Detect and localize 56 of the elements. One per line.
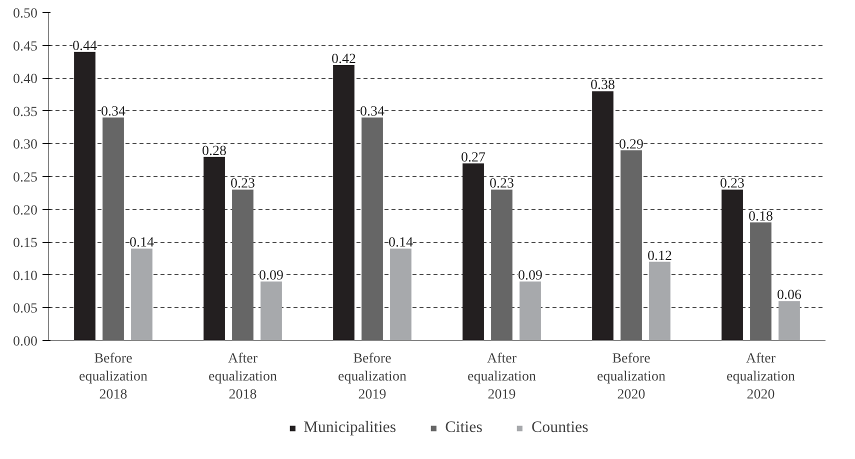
bar <box>722 190 743 340</box>
data-label: 0.34 <box>101 104 126 120</box>
y-tick-label: 0.35 <box>13 104 38 120</box>
bar <box>620 150 642 340</box>
legend-label: Cities <box>445 418 482 436</box>
bar <box>333 64 354 340</box>
data-label: 0.27 <box>461 150 486 166</box>
data-label: 0.28 <box>202 144 227 159</box>
data-label: 0.38 <box>590 78 616 94</box>
bar <box>204 156 225 340</box>
x-tick-label: Before equalization 2019 <box>338 352 406 402</box>
bar <box>131 248 152 340</box>
bar <box>232 190 254 340</box>
x-tick-label: Before equalization 2020 <box>597 352 666 402</box>
x-tick-label: After equalization 2019 <box>468 352 536 402</box>
x-tick-label: After equalization 2018 <box>208 352 277 402</box>
data-label: 0.23 <box>490 176 514 192</box>
y-tick-label: 0.10 <box>13 268 38 284</box>
bar <box>74 52 96 340</box>
data-label: 0.23 <box>720 176 745 192</box>
x-tick-label: Before equalization 2018 <box>79 352 148 402</box>
data-label: 0.12 <box>647 248 672 264</box>
bar <box>491 190 512 340</box>
bar <box>260 281 282 340</box>
y-tick-label: 0.05 <box>13 302 38 317</box>
y-tick-label: 0.20 <box>13 203 38 218</box>
legend-label: Counties <box>531 418 588 436</box>
bar <box>362 117 383 340</box>
data-label: 0.44 <box>72 38 98 54</box>
data-label: 0.42 <box>332 52 356 67</box>
bar <box>102 117 124 340</box>
data-label: 0.14 <box>129 236 154 251</box>
y-tick-label: 0.15 <box>13 236 38 252</box>
bar <box>592 91 614 340</box>
y-tick-label: 0.25 <box>13 170 38 186</box>
bar <box>390 248 412 340</box>
x-tick-label: After equalization 2020 <box>726 352 795 402</box>
bar <box>778 301 800 340</box>
bar <box>649 262 670 340</box>
data-label: 0.09 <box>518 268 542 284</box>
y-tick-label: 0.30 <box>13 138 38 153</box>
data-label: 0.34 <box>360 104 384 120</box>
y-tick-label: 0.00 <box>13 334 38 350</box>
y-tick-label: 0.50 <box>13 6 38 22</box>
data-label: 0.23 <box>230 176 255 192</box>
bar <box>750 222 772 340</box>
data-label: 0.14 <box>388 236 413 251</box>
data-label: 0.29 <box>619 137 644 152</box>
data-label: 0.09 <box>258 268 284 284</box>
y-tick-label: 0.40 <box>13 72 38 88</box>
bar <box>462 163 484 340</box>
legend-label: Municipalities <box>304 418 396 436</box>
data-label: 0.18 <box>748 209 773 224</box>
data-label: 0.06 <box>776 288 802 304</box>
bar <box>520 281 541 340</box>
y-tick-label: 0.45 <box>13 39 38 54</box>
